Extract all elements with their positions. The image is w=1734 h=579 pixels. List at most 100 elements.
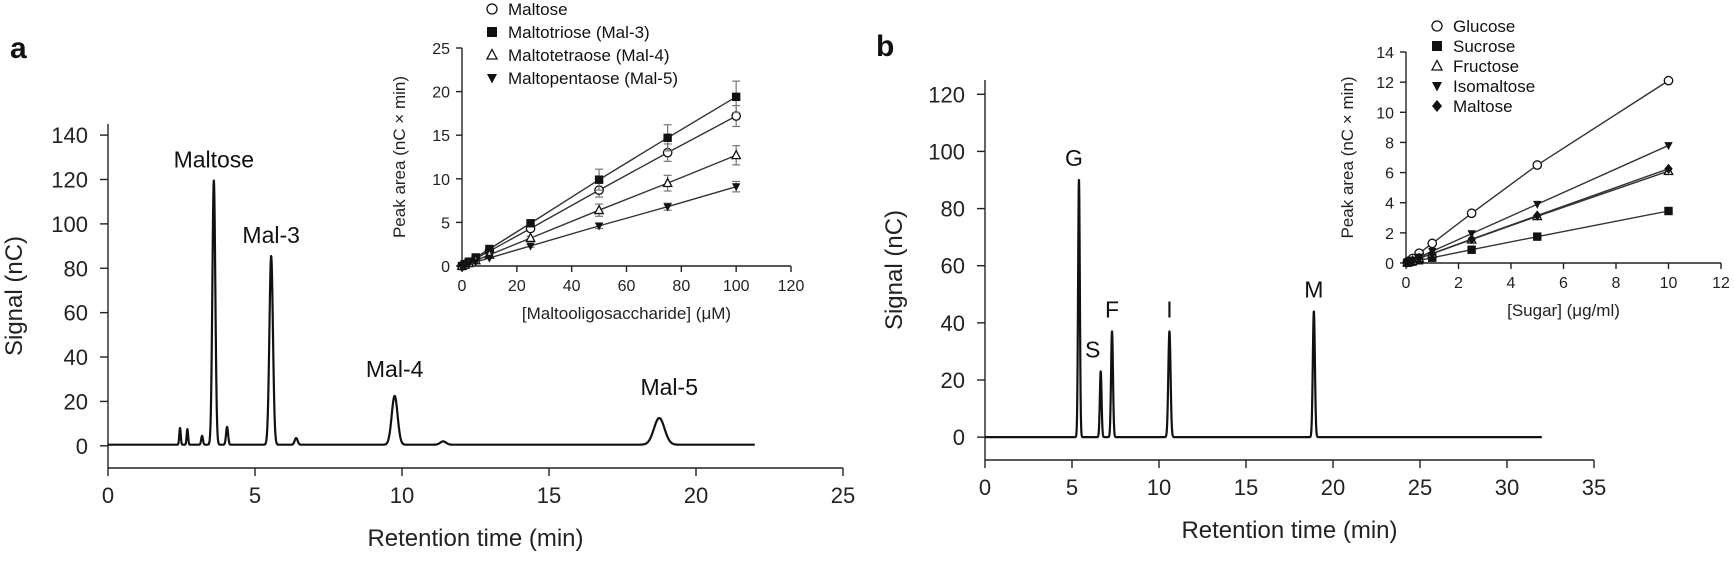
inset-data-point bbox=[1466, 208, 1477, 219]
inset-y-axis-title: Peak area (nC × min) bbox=[390, 76, 409, 238]
legend-label: Maltose bbox=[1453, 97, 1513, 116]
y-tick-label: 20 bbox=[941, 368, 965, 393]
y-tick-label: 20 bbox=[64, 389, 88, 414]
y-tick-label: 100 bbox=[928, 139, 965, 164]
inset-x-tick-label: 8 bbox=[1612, 275, 1621, 292]
legend-marker bbox=[1430, 59, 1444, 71]
inset-data-point bbox=[1533, 232, 1542, 241]
inset-data-point bbox=[1427, 238, 1438, 249]
peak-label: G bbox=[1065, 145, 1083, 171]
inset-data-point bbox=[1663, 75, 1674, 86]
y-axis-title: Signal (nC) bbox=[881, 210, 908, 330]
x-tick-label: 10 bbox=[1147, 475, 1171, 500]
x-tick-label: 15 bbox=[1234, 475, 1258, 500]
inset-y-tick-label: 10 bbox=[1376, 105, 1394, 122]
legend-marker bbox=[1432, 100, 1442, 112]
peak-label: Maltose bbox=[174, 147, 255, 173]
x-tick-label: 20 bbox=[684, 483, 708, 508]
inset-y-tick-label: 4 bbox=[1385, 196, 1394, 213]
y-tick-label: 40 bbox=[64, 345, 88, 370]
inset-y-tick-label: 10 bbox=[432, 172, 450, 189]
x-axis-title: Retention time (min) bbox=[367, 525, 583, 552]
inset-data-point bbox=[485, 254, 494, 263]
panel-label-b: b bbox=[876, 30, 894, 63]
x-tick-label: 10 bbox=[390, 483, 414, 508]
legend-label: Fructose bbox=[1453, 57, 1519, 76]
inset-x-tick-label: 20 bbox=[508, 278, 526, 295]
y-tick-label: 140 bbox=[51, 123, 88, 148]
inset-x-axis-title: [Sugar] (μg/ml) bbox=[1507, 301, 1620, 320]
inset-data-point bbox=[1428, 248, 1437, 259]
inset-x-tick-label: 6 bbox=[1559, 275, 1568, 292]
x-tick-label: 20 bbox=[1321, 475, 1345, 500]
y-tick-label: 100 bbox=[51, 212, 88, 237]
legend-marker bbox=[485, 48, 499, 60]
peak-label: F bbox=[1105, 296, 1119, 322]
inset-data-point bbox=[730, 149, 742, 160]
inset-y-tick-label: 6 bbox=[1385, 166, 1394, 183]
inset-data-point bbox=[662, 177, 673, 188]
legend-label: Maltose bbox=[508, 0, 568, 19]
inset-data-point bbox=[471, 258, 480, 267]
legend-marker bbox=[1432, 82, 1442, 92]
inset-data-point bbox=[663, 133, 672, 143]
inset-y-tick-label: 8 bbox=[1385, 135, 1394, 152]
x-tick-label: 25 bbox=[831, 483, 855, 508]
inset-x-tick-label: 120 bbox=[778, 278, 805, 295]
inset-data-point bbox=[464, 260, 474, 269]
y-tick-label: 40 bbox=[941, 311, 965, 336]
x-tick-label: 35 bbox=[1582, 475, 1606, 500]
chromatogram-trace bbox=[983, 178, 1543, 439]
x-tick-label: 30 bbox=[1495, 475, 1519, 500]
x-tick-label: 5 bbox=[1066, 475, 1078, 500]
inset-data-point bbox=[526, 242, 535, 251]
x-tick-label: 15 bbox=[537, 483, 561, 508]
inset-y-tick-label: 0 bbox=[441, 259, 450, 276]
calibration-inset-b: 0 2 4 6 8 10 12 0 2 4 6 8 10 12 14 [Sugar] (μg/ml) Peak … bbox=[1338, 17, 1730, 320]
inset-y-tick-label: 2 bbox=[1385, 226, 1394, 243]
inset-y-tick-label: 25 bbox=[432, 41, 450, 58]
legend-label: Sucrose bbox=[1453, 37, 1515, 56]
inset-data-point bbox=[1408, 255, 1417, 266]
inset-data-point bbox=[594, 222, 604, 231]
x-tick-label: 0 bbox=[979, 475, 991, 500]
inset-x-tick-label: 10 bbox=[1660, 275, 1678, 292]
peak-label: M bbox=[1304, 276, 1323, 302]
inset-x-tick-label: 60 bbox=[618, 278, 636, 295]
inset-y-axis-title: Peak area (nC × min) bbox=[1338, 76, 1357, 238]
y-axis-title: Signal (nC) bbox=[1, 236, 28, 356]
legend-marker bbox=[487, 74, 497, 84]
inset-y-tick-label: 12 bbox=[1376, 75, 1394, 92]
y-tick-label: 60 bbox=[64, 301, 88, 326]
x-axis-title: Retention time (min) bbox=[1181, 517, 1397, 544]
legend-label: Maltotriose (Mal-3) bbox=[508, 23, 650, 42]
peak-label: Mal-5 bbox=[640, 374, 698, 400]
inset-data-point bbox=[1532, 160, 1543, 170]
inset-y-tick-label: 15 bbox=[432, 128, 450, 145]
chromatogram-trace bbox=[107, 179, 756, 446]
inset-x-tick-label: 0 bbox=[1402, 275, 1411, 292]
legend-label: Isomaltose bbox=[1453, 77, 1535, 96]
inset-x-tick-label: 100 bbox=[723, 278, 750, 295]
inset-data-point bbox=[1414, 253, 1424, 264]
panel-label-a: a bbox=[10, 32, 27, 65]
inset-y-tick-label: 14 bbox=[1376, 45, 1394, 62]
inset-data-point bbox=[594, 175, 604, 184]
peak-label: Mal-4 bbox=[366, 356, 424, 382]
peak-label: S bbox=[1085, 336, 1100, 362]
inset-y-tick-label: 5 bbox=[441, 215, 450, 232]
inset-data-point bbox=[1533, 200, 1542, 209]
inset-x-tick-label: 40 bbox=[563, 278, 581, 295]
inset-data-point bbox=[663, 203, 672, 212]
inset-x-tick-label: 0 bbox=[458, 278, 467, 295]
inset-data-point bbox=[1533, 210, 1542, 221]
inset-data-point bbox=[1664, 206, 1673, 216]
inset-y-tick-label: 0 bbox=[1385, 256, 1394, 273]
inset-data-point bbox=[1467, 245, 1476, 254]
calibration-inset-a: 0 20 40 60 80 100 120 0 5 10 15 20 25 [Maltooligosacc… bbox=[390, 0, 804, 323]
legend-label: Maltopentaose (Mal-5) bbox=[508, 69, 678, 88]
inset-data-point bbox=[1664, 163, 1673, 174]
y-tick-label: 0 bbox=[76, 434, 88, 459]
